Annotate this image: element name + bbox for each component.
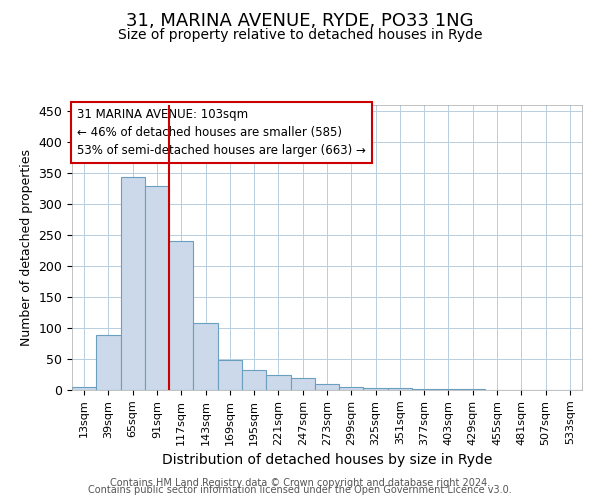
- Bar: [121, 178, 145, 390]
- Bar: [388, 388, 412, 390]
- Text: 31, MARINA AVENUE, RYDE, PO33 1NG: 31, MARINA AVENUE, RYDE, PO33 1NG: [126, 12, 474, 30]
- Text: 31 MARINA AVENUE: 103sqm
← 46% of detached houses are smaller (585)
53% of semi-: 31 MARINA AVENUE: 103sqm ← 46% of detach…: [77, 108, 366, 157]
- Bar: [339, 387, 364, 390]
- Bar: [169, 242, 193, 390]
- Bar: [364, 388, 388, 390]
- Bar: [218, 360, 242, 390]
- Bar: [145, 186, 169, 390]
- Text: Contains HM Land Registry data © Crown copyright and database right 2024.: Contains HM Land Registry data © Crown c…: [110, 478, 490, 488]
- Bar: [242, 370, 266, 390]
- Bar: [315, 384, 339, 390]
- Bar: [290, 378, 315, 390]
- X-axis label: Distribution of detached houses by size in Ryde: Distribution of detached houses by size …: [162, 453, 492, 467]
- Text: Contains public sector information licensed under the Open Government Licence v3: Contains public sector information licen…: [88, 485, 512, 495]
- Text: Size of property relative to detached houses in Ryde: Size of property relative to detached ho…: [118, 28, 482, 42]
- Bar: [96, 336, 121, 390]
- Bar: [412, 389, 436, 390]
- Bar: [72, 387, 96, 390]
- Bar: [266, 374, 290, 390]
- Bar: [193, 323, 218, 390]
- Y-axis label: Number of detached properties: Number of detached properties: [20, 149, 33, 346]
